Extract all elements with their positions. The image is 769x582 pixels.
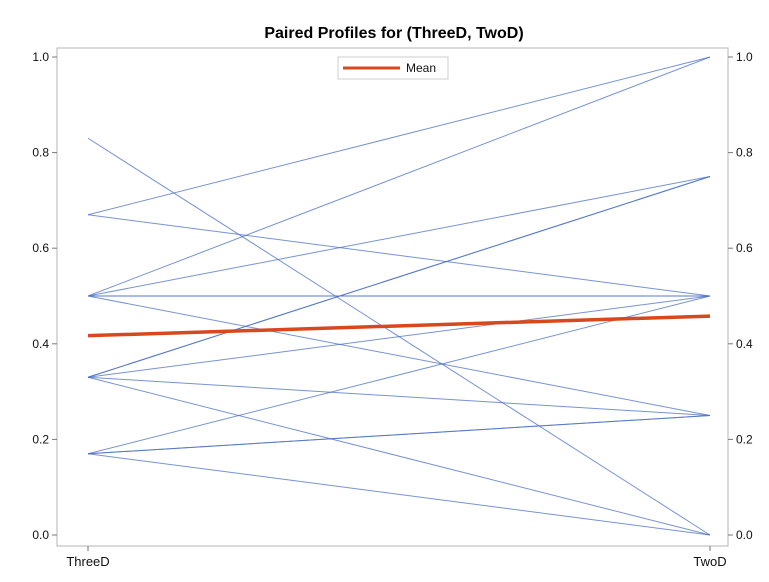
left-y-tick-label: 0.4 (32, 337, 49, 351)
mean-line (87, 314, 711, 338)
left-y-axis: 0.0 0.2 0.4 0.6 0.8 1.0 (32, 50, 57, 542)
mean-line-group (87, 314, 711, 338)
right-y-tick-label: 0.6 (736, 241, 753, 255)
x-tick-label: ThreeD (66, 554, 109, 569)
left-y-tick-label: 0.0 (32, 528, 49, 542)
right-y-tick-label: 1.0 (736, 50, 753, 64)
profile-lines (87, 56, 711, 536)
right-y-tick-label: 0.8 (736, 146, 753, 160)
chart-title: Paired Profiles for (ThreeD, TwoD) (264, 25, 523, 42)
left-y-tick-label: 1.0 (32, 50, 49, 64)
left-y-tick-label: 0.6 (32, 241, 49, 255)
profile-line (87, 176, 711, 378)
profile-line (87, 415, 711, 455)
profile-line (87, 56, 711, 216)
legend: Mean (337, 56, 449, 80)
plot-area (56, 47, 729, 547)
profile-line (87, 214, 711, 297)
x-tick-label: TwoD (693, 554, 726, 569)
profile-line (87, 56, 711, 297)
legend-mean-label: Mean (406, 61, 436, 75)
left-y-tick-label: 0.2 (32, 432, 49, 446)
profile-line (87, 295, 711, 378)
profile-line (87, 376, 711, 536)
profile-line (87, 176, 711, 297)
profile-line (87, 295, 711, 455)
right-y-tick-label: 0.0 (736, 528, 753, 542)
right-y-axis: 0.0 0.2 0.4 0.6 0.8 1.0 (728, 50, 753, 542)
profile-line (87, 453, 711, 536)
x-axis: ThreeD TwoD (66, 546, 727, 569)
profile-line (87, 376, 711, 416)
profile-line (87, 295, 711, 416)
right-y-tick-label: 0.2 (736, 432, 753, 446)
right-y-tick-label: 0.4 (736, 337, 753, 351)
left-y-tick-label: 0.8 (32, 146, 49, 160)
